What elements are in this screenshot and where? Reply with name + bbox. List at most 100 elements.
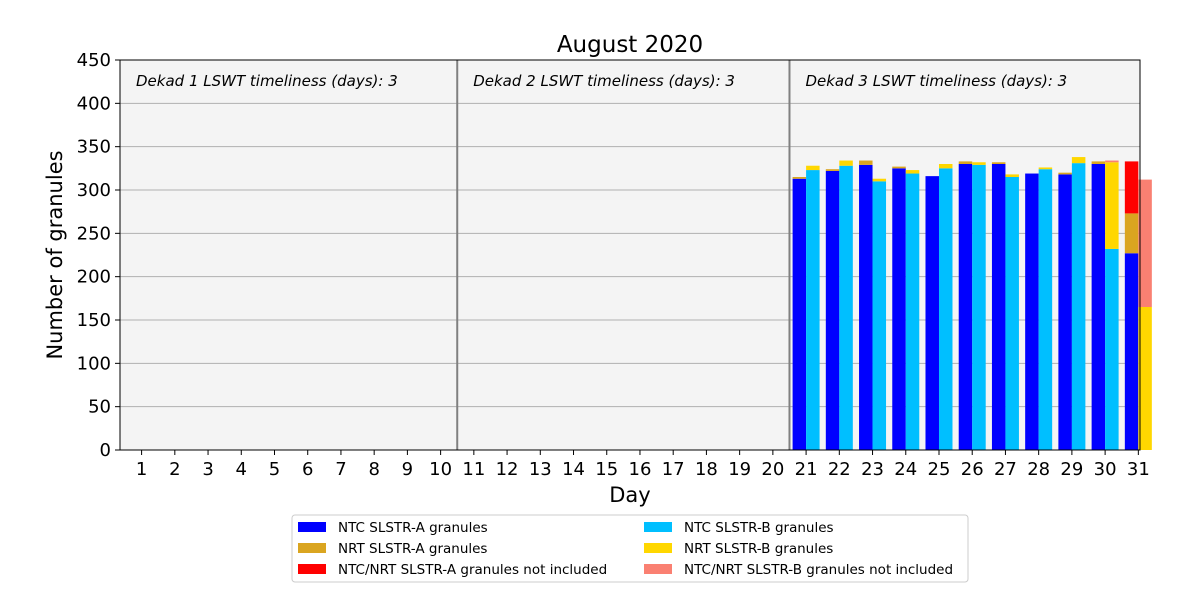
dekad-annotation: Dekad 1 LSWT timeliness (days): 3: [136, 72, 398, 90]
bar-segment: [1105, 248, 1119, 450]
bar-segment: [925, 176, 939, 450]
x-tick-label: 1: [136, 459, 147, 480]
bar-segment: [972, 164, 986, 450]
plot-area: [120, 60, 1140, 450]
y-tick-label: 400: [77, 93, 111, 114]
bar-segment: [859, 160, 873, 165]
legend-label: NRT SLSTR-A granules: [338, 541, 487, 557]
bar-segment: [972, 162, 986, 165]
x-tick-label: 10: [429, 459, 452, 480]
bar-segment: [839, 165, 853, 450]
x-tick-label: 6: [302, 459, 313, 480]
x-tick-label: 16: [629, 459, 652, 480]
bar-segment: [991, 162, 1006, 164]
x-tick-label: 19: [728, 459, 751, 480]
legend-swatch: [298, 522, 326, 532]
bar-segment: [1058, 172, 1072, 175]
y-tick-label: 250: [77, 223, 111, 244]
x-tick-label: 14: [562, 459, 585, 480]
x-tick-label: 11: [462, 459, 485, 480]
x-tick-label: 28: [1027, 459, 1050, 480]
x-tick-label: 25: [928, 459, 951, 480]
legend-swatch: [298, 543, 326, 553]
bar-segment: [905, 173, 920, 451]
x-tick-label: 21: [795, 459, 818, 480]
x-axis-title: Day: [609, 483, 650, 507]
x-tick-label: 26: [961, 459, 984, 480]
x-tick-label: 30: [1094, 459, 1117, 480]
bar-segment: [792, 177, 807, 179]
legend-label: NRT SLSTR-B granules: [684, 541, 833, 557]
dekad-annotation: Dekad 2 LSWT timeliness (days): 3: [473, 72, 735, 90]
bars-layer: [792, 157, 1152, 451]
bar-segment: [938, 164, 953, 169]
chart-title: August 2020: [557, 32, 703, 58]
bar-segment: [905, 170, 920, 174]
bar-segment: [1124, 213, 1139, 254]
bar-segment: [1138, 179, 1152, 307]
bar-segment: [1105, 162, 1119, 249]
bar-segment: [792, 178, 807, 450]
y-tick-label: 350: [77, 137, 111, 158]
bar-segment: [859, 164, 873, 450]
x-tick-label: 15: [595, 459, 618, 480]
legend-label: NTC/NRT SLSTR-A granules not included: [338, 562, 607, 578]
bar-segment: [958, 161, 973, 164]
x-tick-label: 31: [1127, 459, 1150, 480]
x-tick-label: 17: [662, 459, 685, 480]
legend-swatch: [644, 564, 672, 574]
x-tick-label: 18: [695, 459, 718, 480]
bar-segment: [806, 165, 820, 171]
bar-segment: [1071, 157, 1086, 164]
x-tick-label: 2: [169, 459, 180, 480]
x-tick-label: 29: [1060, 459, 1083, 480]
bar-segment: [839, 160, 853, 166]
x-tick-label: 8: [368, 459, 379, 480]
bar-segment: [1124, 253, 1139, 450]
bar-segment: [1038, 169, 1053, 450]
x-tick-label: 3: [202, 459, 213, 480]
bar-segment: [991, 164, 1006, 450]
bar-segment: [872, 178, 887, 182]
bar-segment: [1124, 161, 1139, 214]
grid-lines: [120, 102, 1140, 408]
legend: NTC SLSTR-A granules NTC SLSTR-B granules…: [291, 514, 969, 583]
legend-label: NTC SLSTR-B granules: [684, 520, 834, 536]
x-tick-label: 7: [335, 459, 346, 480]
bar-segment: [1005, 174, 1019, 177]
bar-segment: [1025, 173, 1039, 451]
legend-label: NTC/NRT SLSTR-B granules not included: [684, 562, 953, 578]
bar-segment: [1071, 163, 1086, 450]
x-tick-label: 22: [828, 459, 851, 480]
y-tick-label: 50: [88, 397, 111, 418]
legend-swatch: [644, 522, 672, 532]
bar-segment: [825, 170, 840, 450]
x-tick-label: 12: [496, 459, 519, 480]
bar-segment: [1091, 164, 1106, 450]
dekad-annotations: Dekad 1 LSWT timeliness (days): 3 Dekad 2…: [136, 72, 1067, 90]
y-tick-label: 450: [77, 50, 111, 71]
bar-segment: [825, 169, 840, 171]
y-tick-label: 0: [100, 440, 111, 461]
x-tick-label: 24: [894, 459, 917, 480]
y-tick-label: 100: [77, 353, 111, 374]
x-tick-label: 13: [529, 459, 552, 480]
x-tick-label: 4: [236, 459, 247, 480]
y-tick-label: 300: [77, 180, 111, 201]
x-tick-label: 27: [994, 459, 1017, 480]
bar-segment: [872, 181, 887, 451]
bar-segment: [892, 168, 906, 451]
bar-segment: [1058, 174, 1072, 450]
y-tick-label: 150: [77, 310, 111, 331]
x-tick-label: 9: [402, 459, 413, 480]
bar-segment: [892, 166, 906, 169]
legend-box: [291, 514, 969, 583]
bar-segment: [938, 168, 953, 451]
plot-frame: [119, 59, 1141, 451]
dekad-annotation: Dekad 3 LSWT timeliness (days): 3: [805, 72, 1067, 90]
y-axis-title: Number of granules: [43, 150, 67, 359]
bar-segment: [806, 170, 820, 451]
bar-segment: [1105, 160, 1119, 163]
legend-swatch: [298, 564, 326, 574]
